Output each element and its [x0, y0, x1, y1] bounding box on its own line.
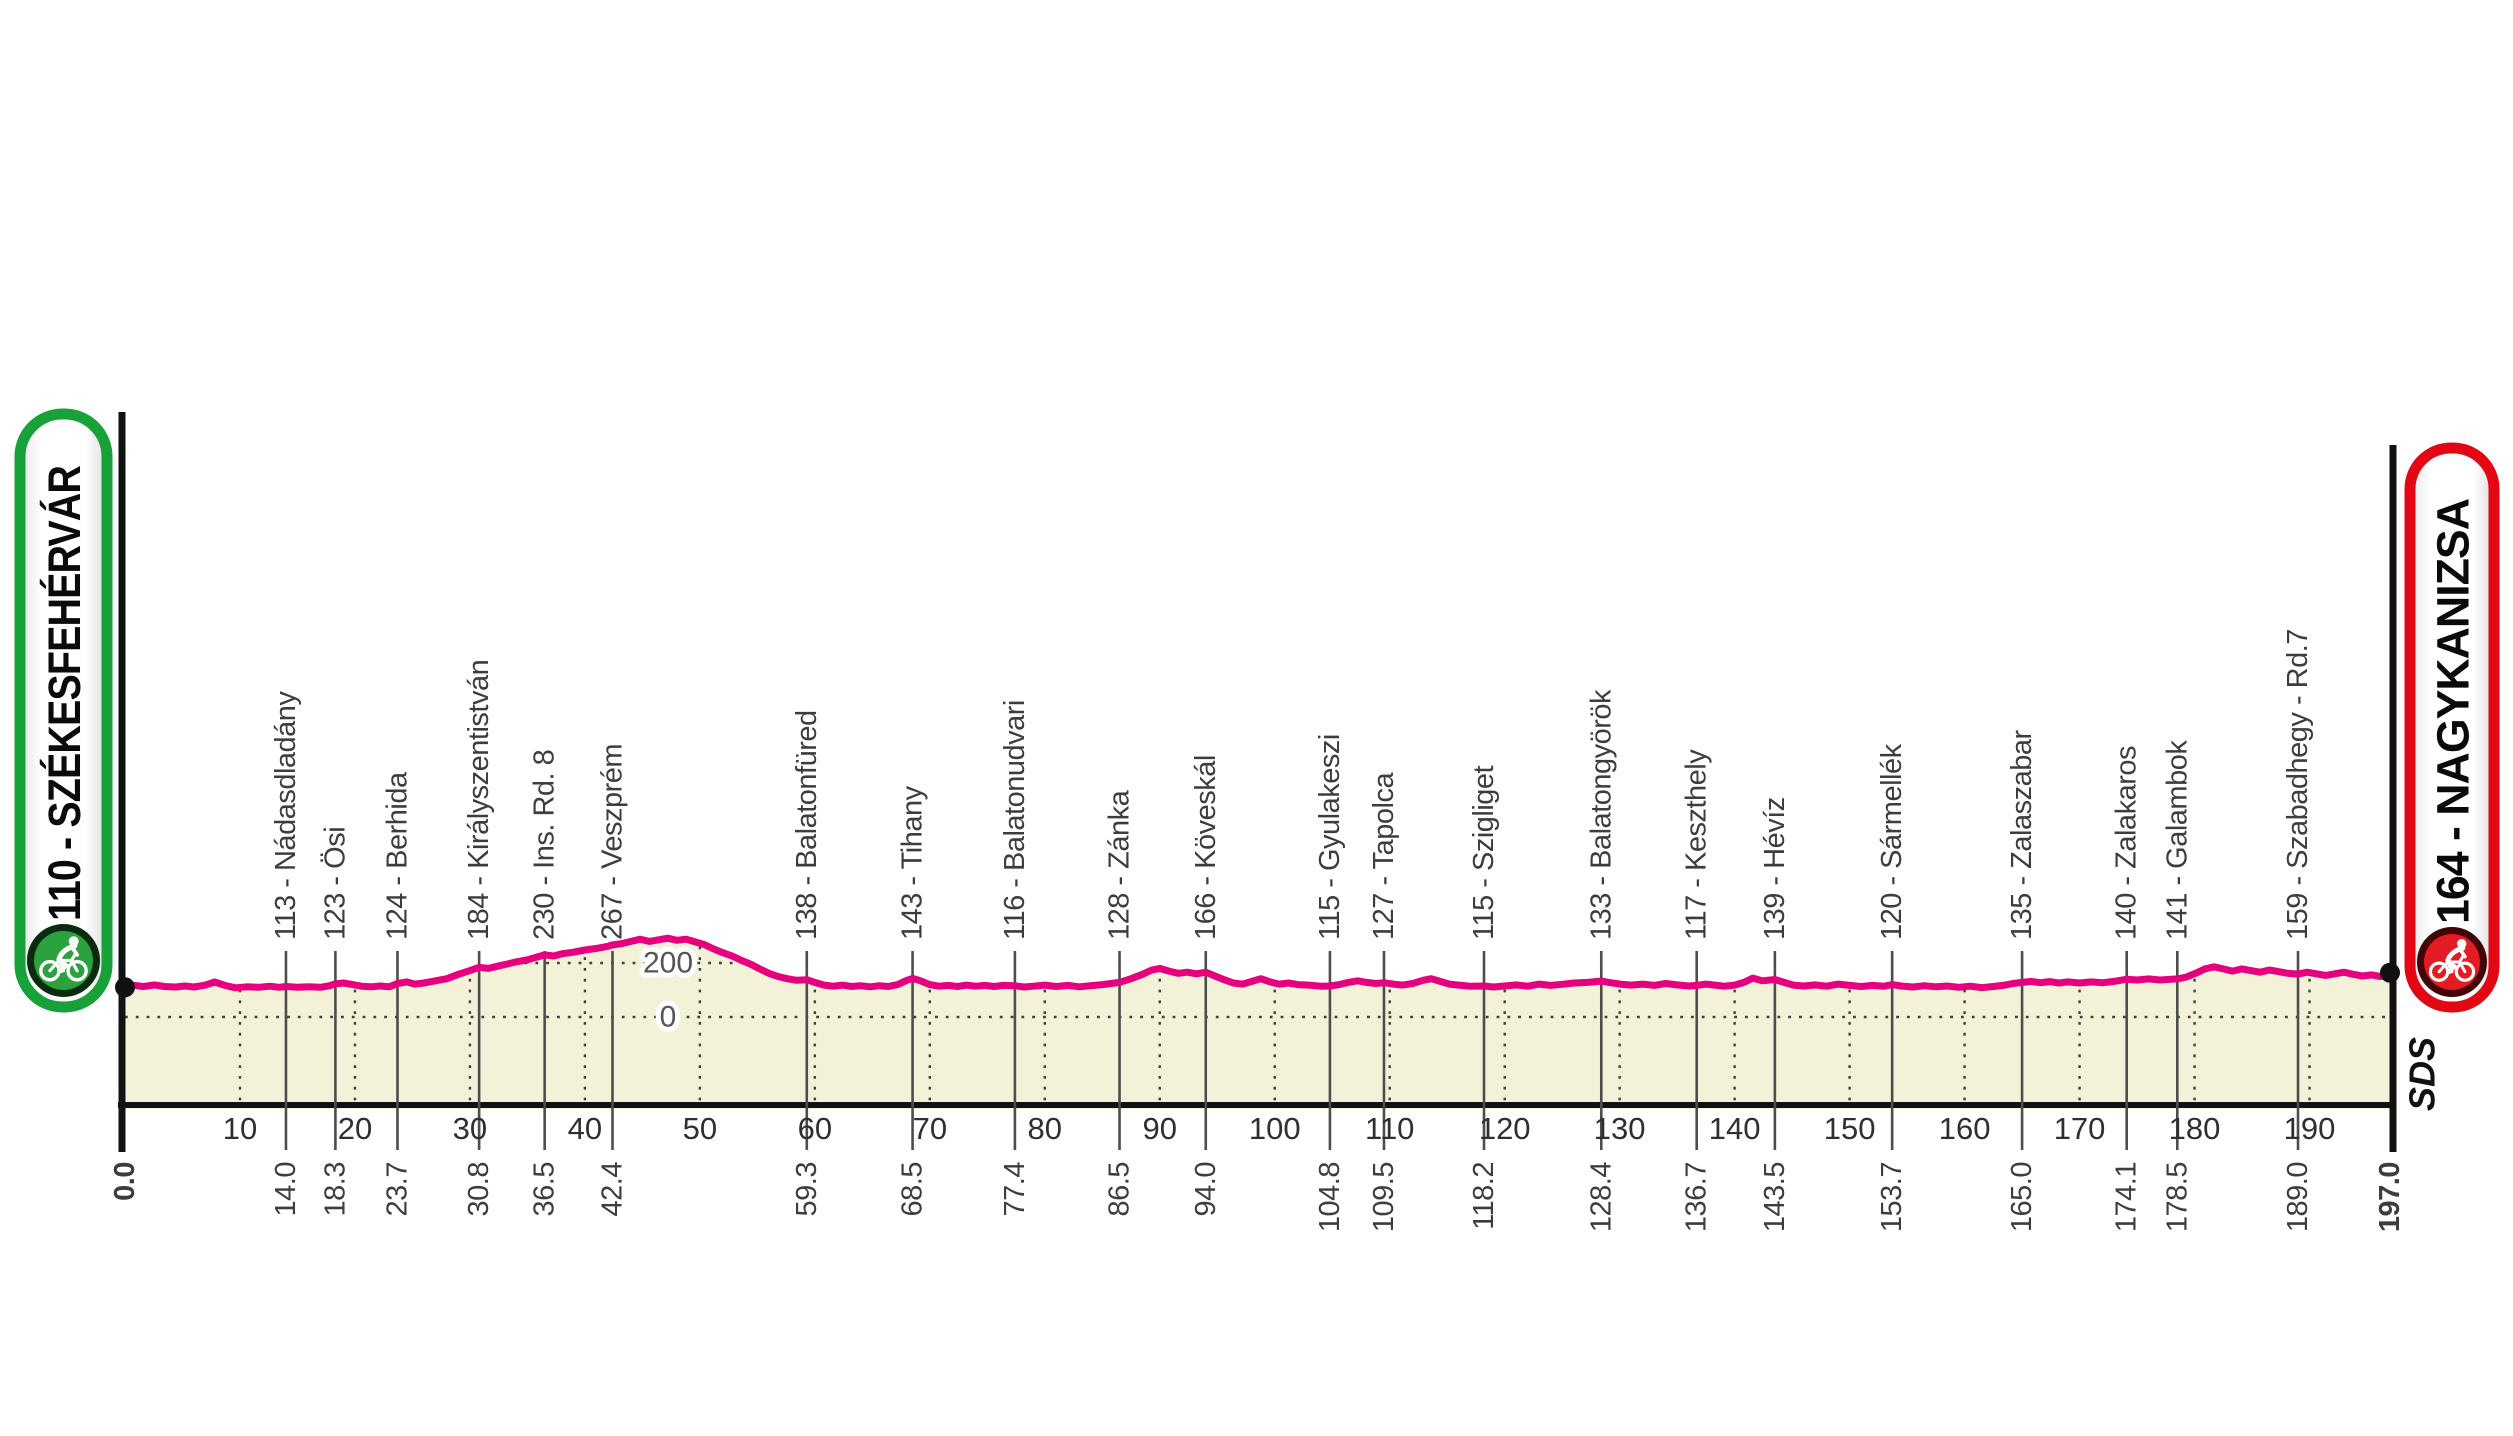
waypoint-label: 115 - Szigliget: [1468, 765, 1500, 940]
waypoint-distance-label: 104.8: [1314, 1162, 1346, 1232]
km-tick-label: 140: [1709, 1111, 1761, 1146]
finish-banner: 164 - NAGYKANIZSA: [2404, 442, 2500, 1013]
km-tick-label: 10: [223, 1111, 257, 1146]
waypoint-distance-label: 36.5: [529, 1162, 561, 1216]
x-axis-baseline: [118, 1102, 2396, 1108]
waypoint-distance-label: 18.3: [319, 1162, 351, 1216]
waypoint-distance-label: 94.0: [1190, 1162, 1222, 1216]
waypoint-label: 267 - Veszprém: [596, 744, 628, 940]
km-tick-label: 190: [2284, 1111, 2336, 1146]
waypoint-label: 159 - Szabadhegy - Rd.7: [2282, 629, 2314, 940]
waypoint-label: 128 - Zánka: [1104, 789, 1136, 940]
elevation-gridline-label: 200: [643, 947, 693, 980]
waypoint-distance-label: 189.0: [2282, 1162, 2314, 1232]
waypoint-distance-label: 153.7: [1876, 1162, 1908, 1232]
waypoint-distance-label: 118.2: [1468, 1162, 1500, 1230]
km-tick-label: 110: [1365, 1111, 1414, 1146]
waypoint-label: 143 - Tihany: [897, 785, 929, 940]
start-banner-label: 110 - SZÉKESFEHÉRVÁR: [39, 466, 90, 921]
waypoint-label: 113 - Nádasdladány: [270, 691, 302, 940]
waypoint-distance-label: 128.4: [1585, 1162, 1617, 1232]
waypoint-label: 138 - Balatonfüred: [791, 710, 823, 940]
waypoint-distance-label: 42.4: [596, 1162, 628, 1217]
waypoint-distance-label: 197.0: [2374, 1162, 2406, 1232]
waypoint-distance-label: 143.5: [1759, 1162, 1791, 1232]
waypoint-distance-label: 0.0: [109, 1162, 141, 1201]
waypoint-label: 120 - Sármellék: [1876, 743, 1908, 940]
profile-area-fill: [125, 938, 2390, 1109]
waypoint-distance-label: 30.8: [463, 1162, 495, 1216]
waypoint-distance-label: 23.7: [381, 1162, 413, 1216]
finish-axis-line: [2389, 445, 2397, 1152]
km-tick-label: 50: [683, 1111, 717, 1146]
start-banner: 110 - SZÉKESFEHÉRVÁR: [14, 408, 113, 1013]
waypoint-label: 115 - Gyulakeszi: [1314, 734, 1346, 940]
waypoint-label: 127 - Tapolca: [1368, 772, 1400, 940]
start-dot: [115, 977, 135, 998]
waypoint-label: 116 - Balatonudvari: [999, 700, 1031, 940]
km-tick-label: 150: [1824, 1111, 1876, 1146]
finish-banner-label: 164 - NAGYKANIZSA: [2428, 499, 2479, 924]
start-banner-frame: [14, 408, 113, 1013]
km-tick-label: 170: [2054, 1111, 2106, 1146]
km-tick-label: 120: [1479, 1111, 1531, 1146]
elevation-gridline-label: 0: [660, 1001, 677, 1034]
km-tick-label: 80: [1028, 1111, 1062, 1146]
km-tick-label: 20: [338, 1111, 372, 1146]
km-tick-label: 90: [1143, 1111, 1177, 1146]
km-tick-label: 70: [913, 1111, 947, 1146]
waypoint-distance-label: 68.5: [897, 1162, 929, 1216]
km-tick-label: 30: [453, 1111, 487, 1146]
waypoint-distance-label: 178.5: [2161, 1162, 2193, 1232]
waypoint-distance-label: 136.7: [1681, 1162, 1713, 1232]
start-axis-line: [118, 412, 126, 1152]
km-tick-label: 100: [1249, 1111, 1301, 1146]
waypoint-label: 124 - Berhida: [381, 771, 413, 940]
cyclist-icon: [39, 936, 88, 982]
cyclist-icon: [2428, 938, 2476, 982]
waypoint-label: 166 - Köveskál: [1190, 755, 1222, 940]
km-tick-label: 60: [798, 1111, 832, 1146]
waypoint-label: 135 - Zalaszabar: [2006, 730, 2038, 940]
waypoint-label: 133 - Balatongyörök: [1585, 689, 1617, 940]
finish-dot: [2380, 962, 2400, 983]
profile-line: [121, 934, 2394, 992]
km-tick-label: 130: [1594, 1111, 1646, 1146]
waypoint-distance-label: 59.3: [791, 1162, 823, 1216]
km-tick-label: 180: [2169, 1111, 2221, 1146]
waypoint-distance-label: 77.4: [999, 1162, 1031, 1217]
waypoint-distance-label: 86.5: [1104, 1162, 1136, 1216]
km-tick-label: 40: [568, 1111, 602, 1146]
waypoint-label: 230 - Ins. Rd. 8: [529, 750, 561, 940]
waypoint-label: 141 - Galambok: [2161, 740, 2193, 940]
waypoint-label: 117 - Keszthely: [1681, 749, 1713, 940]
waypoint-label: 140 - Zalakaros: [2111, 746, 2143, 940]
finish-banner-frame: [2404, 442, 2500, 1013]
waypoint-distance-label: 165.0: [2006, 1162, 2038, 1232]
waypoint-distance-label: 109.5: [1368, 1162, 1400, 1232]
waypoint-distance-label: 14.0: [270, 1162, 302, 1216]
km-tick-label: 160: [1939, 1111, 1991, 1146]
waypoint-label: 123 - Ösi: [319, 827, 351, 940]
sds-logo: SDS: [2402, 1037, 2443, 1111]
waypoint-label: 139 - Hévíz: [1759, 797, 1791, 940]
waypoint-distance-label: 174.1: [2111, 1162, 2143, 1232]
waypoint-label: 184 - Királyszentistván: [463, 660, 495, 940]
